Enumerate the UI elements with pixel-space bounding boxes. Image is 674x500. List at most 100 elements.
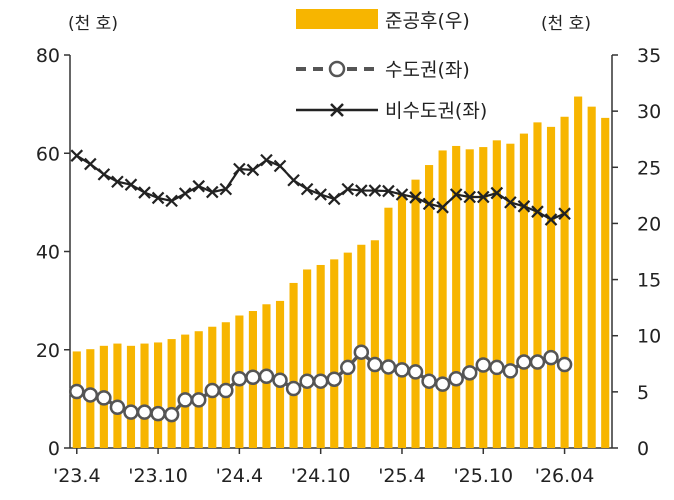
point-noncapital [84, 157, 97, 171]
bar [154, 342, 163, 448]
point-capital [367, 356, 383, 373]
point-capital [516, 354, 532, 370]
legend-label-bar: 준공후(우) [385, 10, 470, 32]
y-right-tick-label: 30 [637, 101, 661, 123]
point-capital [475, 357, 492, 373]
point-capital [340, 359, 356, 376]
x-tick-label: '25.4 [378, 465, 426, 487]
point-noncapital [355, 184, 368, 197]
point-noncapital [233, 162, 246, 176]
point-noncapital [409, 191, 422, 204]
bar [384, 207, 393, 448]
y-right-tick-label: 5 [637, 382, 649, 404]
x-tick-label: '26.04 [535, 465, 595, 487]
point-capital [136, 404, 153, 420]
bar [397, 194, 407, 448]
bar [506, 143, 515, 448]
point-noncapital [260, 153, 273, 167]
point-noncapital [300, 182, 314, 196]
point-noncapital [517, 200, 531, 213]
bar [181, 334, 190, 448]
point-noncapital [178, 187, 192, 200]
point-noncapital [192, 179, 206, 193]
point-capital [556, 356, 573, 373]
point-capital [407, 364, 424, 380]
point-capital [231, 370, 248, 387]
x-tick-label: '24.4 [216, 465, 264, 487]
point-noncapital [558, 207, 571, 220]
y-left-tick-label: 20 [36, 340, 60, 362]
point-noncapital [476, 190, 490, 204]
y-right-tick-label: 25 [637, 157, 661, 179]
y-left-tick-label: 40 [36, 242, 60, 264]
point-noncapital [205, 185, 219, 199]
y-right-tick-label: 15 [637, 270, 661, 292]
point-capital [299, 373, 315, 389]
legend-swatch-bar [296, 9, 378, 29]
point-capital [150, 405, 166, 422]
point-noncapital [544, 213, 558, 226]
y-left-tick-label: 60 [36, 143, 60, 165]
point-noncapital [368, 184, 382, 197]
point-noncapital [490, 186, 504, 200]
point-noncapital [327, 192, 341, 206]
x-tick-label: '23.4 [53, 465, 101, 487]
bar [194, 331, 203, 448]
y-left-tick-label: 80 [36, 45, 60, 67]
point-noncapital [70, 149, 84, 162]
point-capital [82, 387, 99, 403]
bar [289, 282, 298, 448]
point-capital [502, 363, 519, 379]
point-capital [177, 392, 193, 408]
bar [492, 140, 501, 448]
line-series-capital [69, 344, 573, 423]
point-noncapital [287, 173, 300, 187]
bar [72, 351, 81, 448]
point-noncapital [124, 178, 138, 191]
legend-label-capital: 수도권(좌) [385, 59, 470, 81]
point-noncapital [219, 182, 233, 196]
y-right-tick-label: 35 [637, 45, 661, 67]
point-noncapital [246, 163, 260, 177]
point-noncapital [436, 201, 449, 214]
point-noncapital [165, 194, 178, 208]
point-capital [434, 376, 451, 392]
bar [519, 133, 528, 448]
point-noncapital [97, 168, 111, 181]
point-noncapital [531, 205, 544, 218]
legend-label-noncapital: 비수도권(좌) [385, 100, 487, 122]
point-capital [380, 359, 397, 375]
point-noncapital [504, 196, 517, 209]
point-capital [326, 371, 342, 387]
y-right-tick-label: 0 [637, 438, 649, 460]
point-noncapital [341, 182, 355, 196]
y-right-tick-label: 20 [637, 213, 661, 235]
point-capital [190, 392, 207, 408]
bar [574, 96, 583, 448]
line-series-noncapital [70, 149, 571, 226]
point-capital [394, 362, 410, 378]
point-noncapital [151, 191, 165, 205]
point-noncapital [449, 188, 463, 201]
bar [303, 269, 312, 448]
bar [126, 345, 136, 448]
point-capital [421, 373, 437, 389]
point-noncapital [463, 190, 477, 204]
x-tick-label: '24.10 [291, 465, 351, 487]
point-capital [272, 372, 288, 388]
bar [587, 106, 596, 448]
axes: 0 20 40 60 80 0 5 10 15 20 25 30 35 '23.4 '23.10 '24.4 '… [36, 45, 661, 487]
point-noncapital [422, 197, 436, 211]
bar-series-completed-unsold [72, 96, 610, 449]
bar [113, 343, 122, 448]
bar [546, 126, 556, 448]
x-tick-label: '25.10 [453, 465, 513, 487]
point-capital [69, 383, 85, 400]
point-capital [312, 373, 329, 389]
bar [425, 165, 434, 449]
bar [370, 240, 379, 448]
point-capital [163, 406, 180, 423]
point-noncapital [314, 188, 327, 201]
bar [533, 122, 542, 448]
